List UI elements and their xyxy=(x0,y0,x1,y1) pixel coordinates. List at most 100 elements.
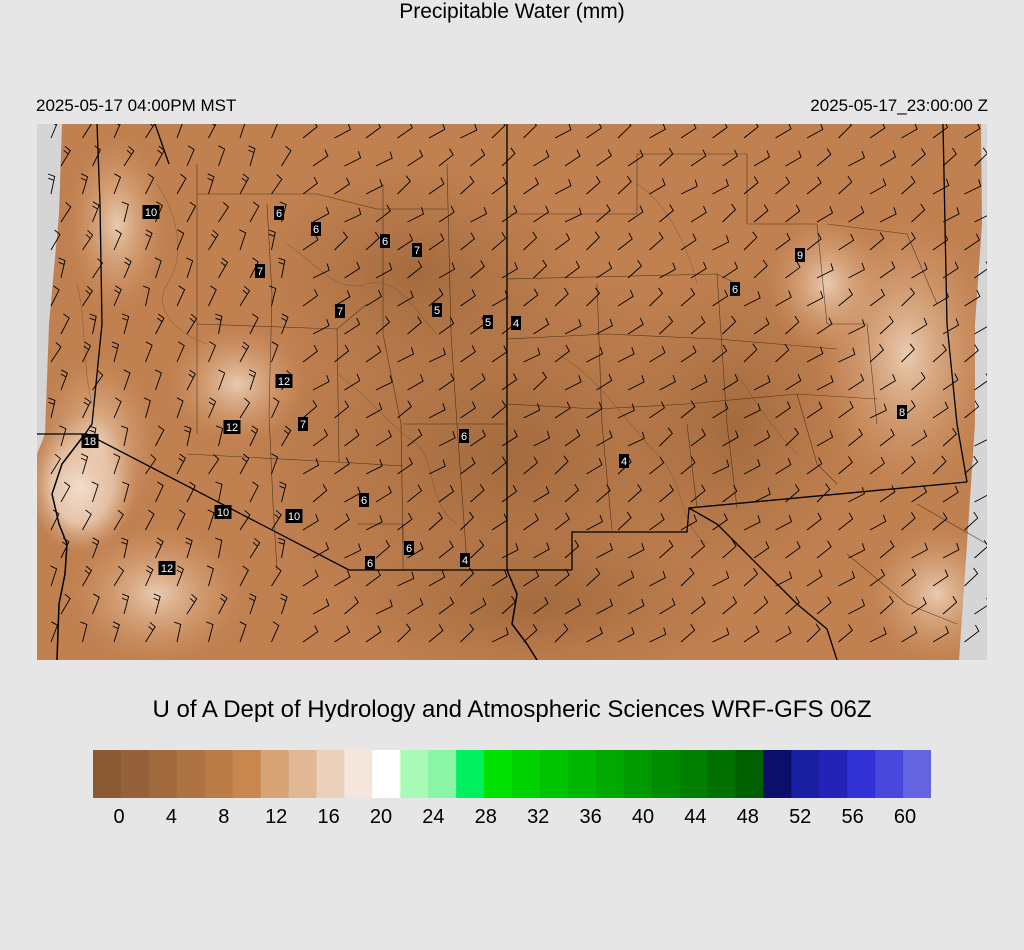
wind-barb xyxy=(113,229,122,251)
wind-barb xyxy=(753,541,770,559)
wind-barb xyxy=(365,402,383,419)
color-swatch xyxy=(288,750,318,798)
rivers xyxy=(51,433,538,660)
wind-barb xyxy=(816,317,833,335)
wind-barb xyxy=(50,229,61,251)
wind-barb xyxy=(869,403,887,419)
wind-barb xyxy=(806,623,821,643)
wind-barb xyxy=(974,439,987,447)
wind-barb xyxy=(365,625,382,643)
wind-barb xyxy=(743,291,761,307)
wind-barb xyxy=(523,347,541,363)
wind-barb xyxy=(80,453,89,475)
wind-barb xyxy=(932,626,950,643)
wind-barb xyxy=(743,176,759,195)
wind-barb xyxy=(743,567,759,587)
wind-barb xyxy=(659,598,676,615)
wind-barb xyxy=(155,537,164,559)
station-value-label: 4 xyxy=(619,454,629,468)
svg-text:8: 8 xyxy=(899,407,905,419)
wind-barb xyxy=(659,147,674,167)
wind-barb xyxy=(806,124,824,139)
station-labels: 10 6 6 6 7 7 7 5 5 4 9 6 12 12 7 18 6 8 4 6 10 10 6 4 6 12 xyxy=(81,205,907,575)
wind-barb xyxy=(712,571,730,587)
wind-barb xyxy=(397,290,414,307)
wind-barb xyxy=(470,148,486,167)
wind-barb xyxy=(271,124,278,139)
wind-barb xyxy=(428,511,443,531)
wind-barb xyxy=(712,178,729,195)
wind-barb xyxy=(596,484,611,503)
wind-barb xyxy=(586,347,604,363)
wind-barb xyxy=(344,207,362,223)
wind-barb xyxy=(375,262,393,279)
color-swatch xyxy=(372,750,401,798)
wind-barb xyxy=(375,204,391,223)
color-swatch xyxy=(791,750,820,798)
wind-barb xyxy=(690,484,706,503)
wind-barb xyxy=(215,313,223,335)
wind-barb xyxy=(869,343,884,363)
wind-barb xyxy=(278,537,286,559)
wind-barb xyxy=(596,261,613,279)
wind-barb xyxy=(82,230,94,251)
wind-barb xyxy=(375,151,393,167)
color-scale-label: 48 xyxy=(736,806,759,828)
wind-barb xyxy=(365,345,382,363)
wind-barb xyxy=(279,481,287,503)
wind-barb xyxy=(460,567,475,587)
wind-barb xyxy=(312,428,329,447)
color-swatch xyxy=(93,750,122,798)
wind-barb xyxy=(491,569,508,587)
wind-barb xyxy=(50,124,58,139)
wind-barb xyxy=(248,145,256,167)
wind-barb xyxy=(121,201,129,223)
color-swatch xyxy=(735,750,764,798)
wind-barb xyxy=(113,124,121,139)
wind-barb xyxy=(271,174,283,195)
wind-barb xyxy=(964,400,980,419)
wind-barb xyxy=(334,231,348,251)
wind-barb xyxy=(554,232,571,251)
wind-barb xyxy=(523,569,540,587)
wind-barb xyxy=(690,596,706,615)
wind-barb xyxy=(208,229,219,251)
wind-barb xyxy=(974,597,987,615)
wind-barb xyxy=(271,621,280,643)
station-value-label: 7 xyxy=(335,304,345,318)
wind-barb xyxy=(775,343,790,363)
station-value-label: 6 xyxy=(459,429,469,443)
wind-barb xyxy=(627,259,643,279)
svg-text:6: 6 xyxy=(361,495,367,507)
wind-barb xyxy=(722,149,739,167)
wind-barb xyxy=(407,207,425,223)
color-scale-label: 60 xyxy=(893,806,917,828)
wind-barb xyxy=(596,318,613,335)
wind-barb xyxy=(122,481,130,503)
wind-barb xyxy=(974,326,987,335)
wind-barb xyxy=(122,313,130,335)
wind-barb xyxy=(271,565,282,587)
wind-barb xyxy=(596,598,613,615)
wind-barb xyxy=(775,514,793,531)
wind-barb xyxy=(145,124,156,139)
wind-barb xyxy=(375,315,391,335)
color-swatch xyxy=(903,750,931,798)
wind-barb xyxy=(627,149,644,167)
wind-barb xyxy=(302,458,320,475)
color-scale-label: 28 xyxy=(474,806,497,828)
wind-barb xyxy=(113,173,122,195)
wind-barb xyxy=(564,429,581,447)
wind-barb xyxy=(491,176,507,195)
wind-barb xyxy=(932,401,949,419)
wind-barb xyxy=(911,429,928,447)
color-scale-label: 20 xyxy=(369,806,393,828)
wind-barb xyxy=(932,455,947,475)
svg-text:5: 5 xyxy=(485,317,491,329)
wind-barb xyxy=(460,456,476,475)
wind-barb xyxy=(932,290,950,307)
wind-barb xyxy=(775,401,791,419)
wind-barb xyxy=(523,403,541,419)
svg-text:10: 10 xyxy=(288,511,300,523)
wind-barb xyxy=(911,203,926,223)
